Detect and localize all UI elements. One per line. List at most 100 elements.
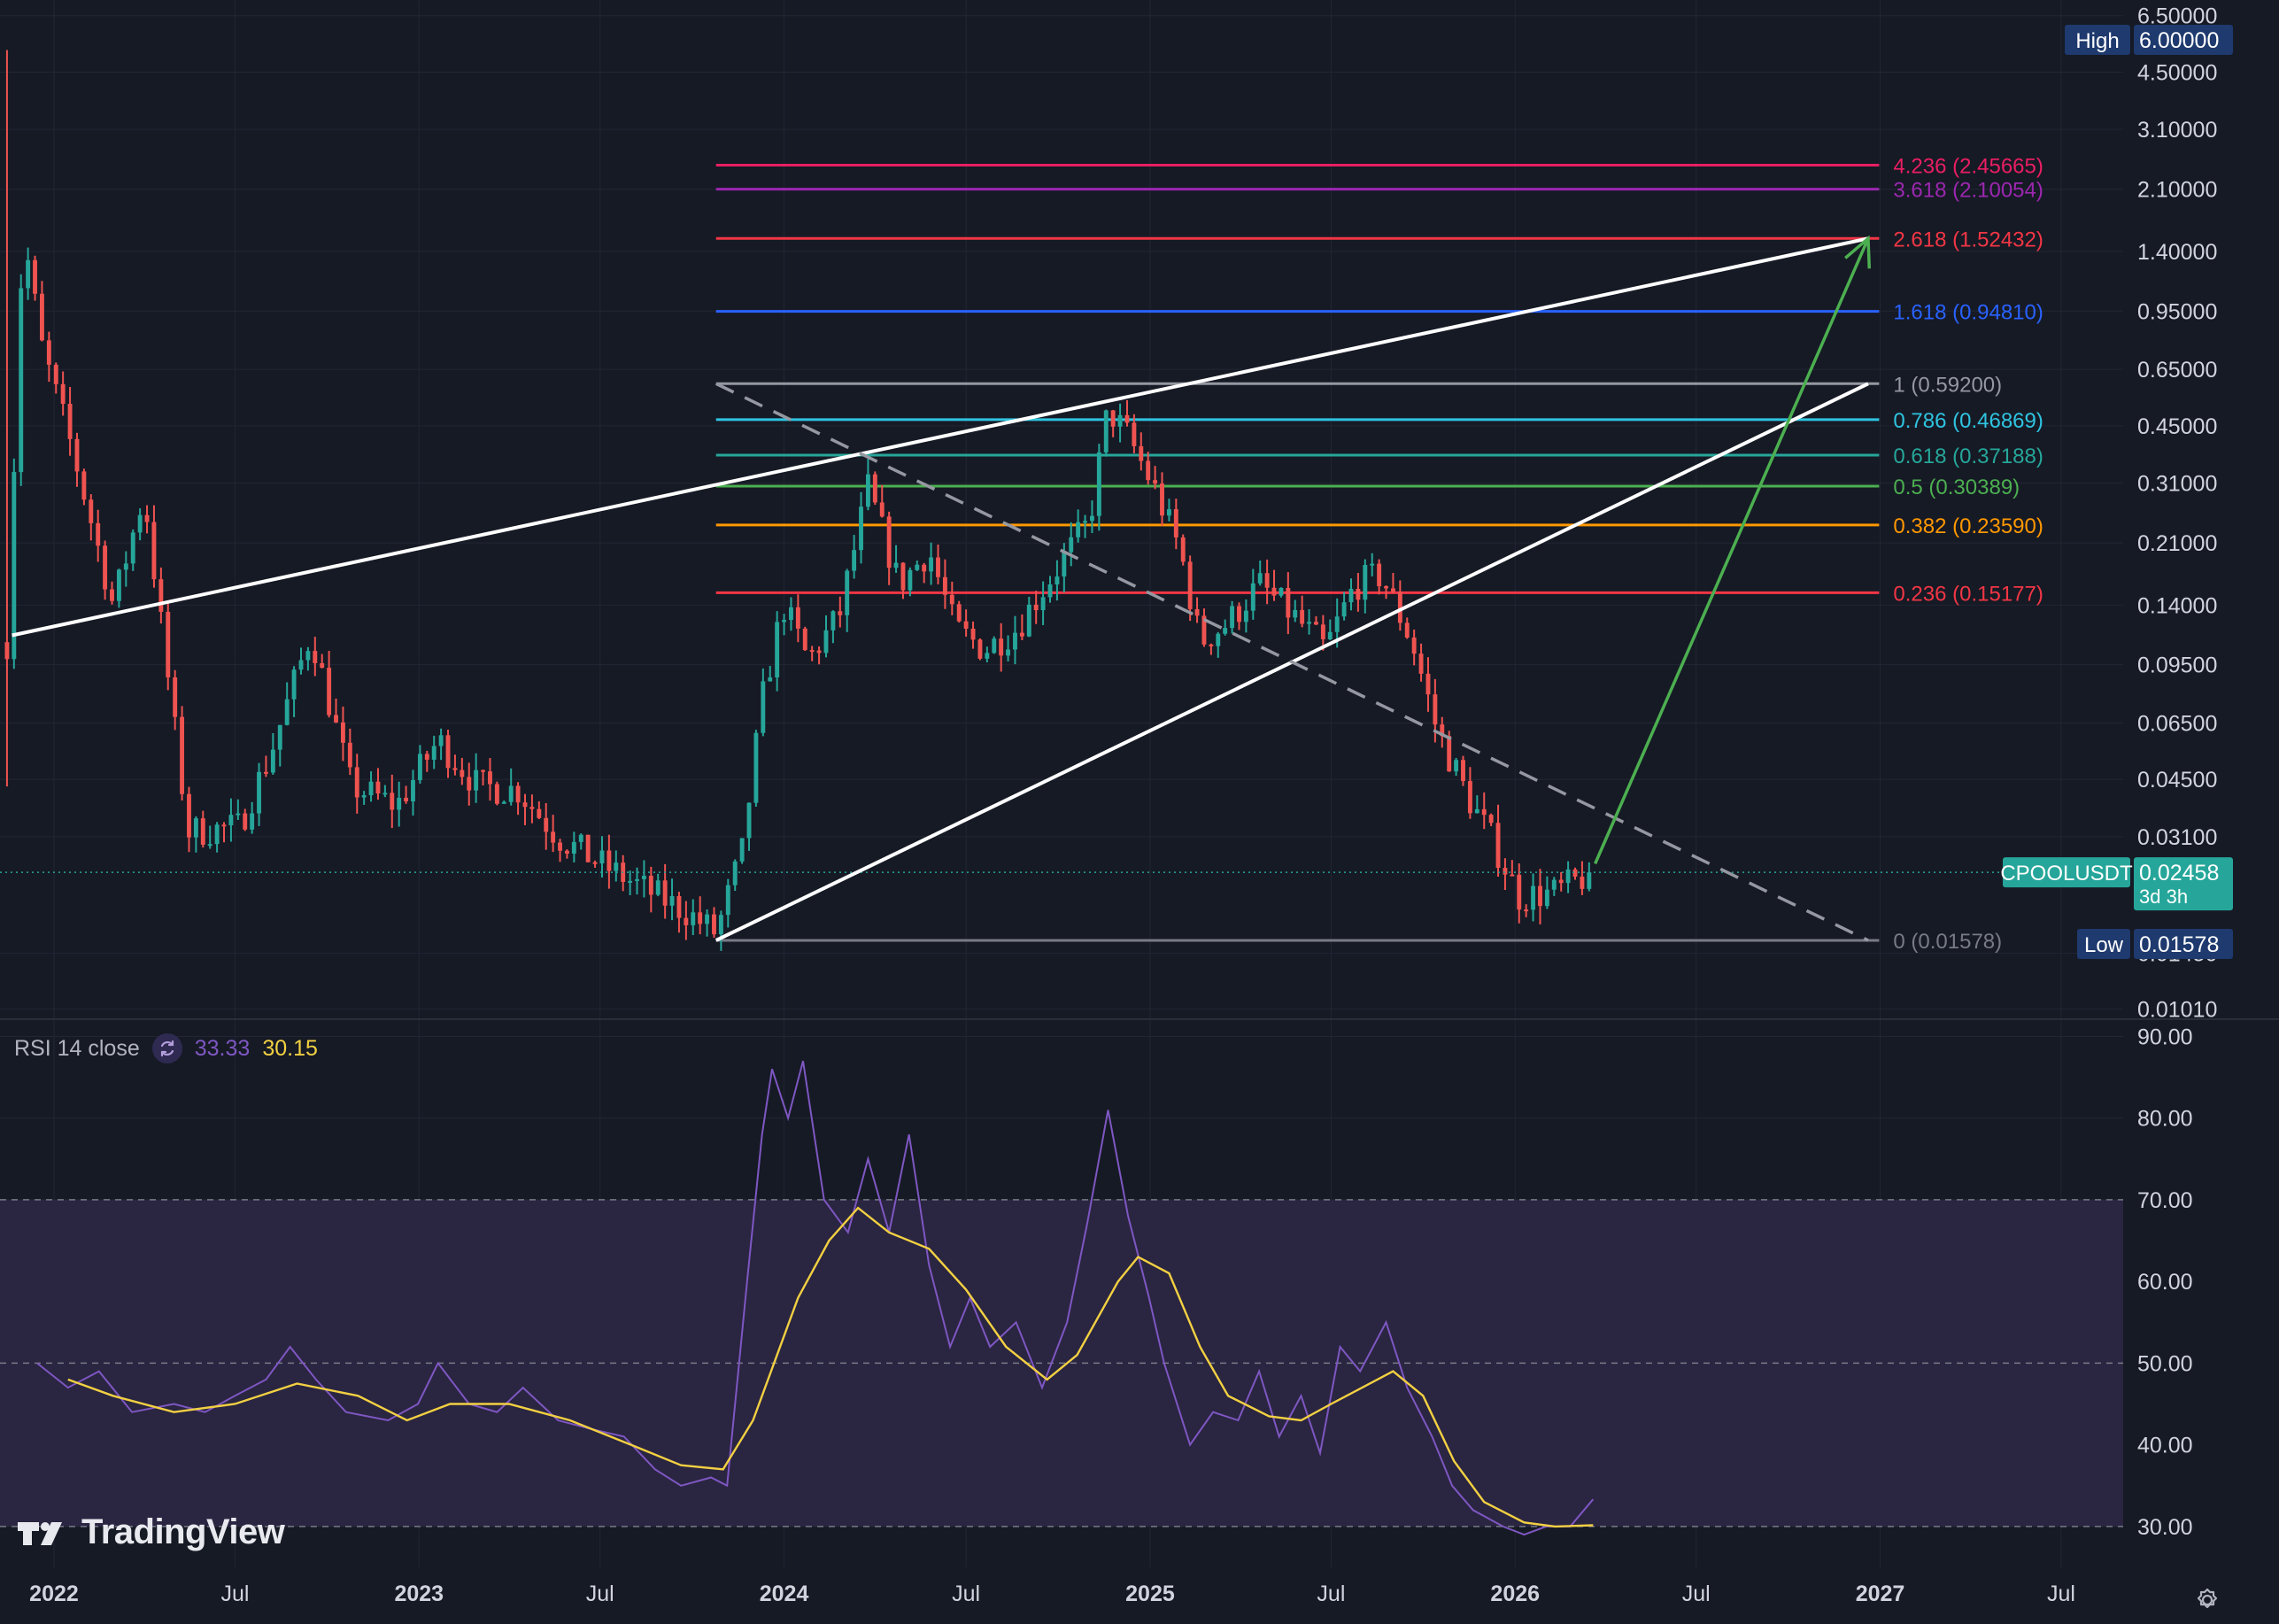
time-axis-label[interactable]: 2026 <box>1490 1581 1540 1606</box>
candle-body <box>1551 879 1557 890</box>
candle-body <box>390 793 395 810</box>
price-axis-tick[interactable]: 0.04500 <box>2137 768 2217 793</box>
candle-body <box>411 780 415 801</box>
candle-body <box>481 769 486 772</box>
time-axis-label[interactable]: 2024 <box>760 1581 809 1606</box>
candle-body <box>564 850 569 854</box>
upper-trend-line[interactable] <box>12 236 1869 638</box>
candle-body <box>676 896 682 918</box>
price-axis-tick[interactable]: 2.10000 <box>2137 178 2217 203</box>
price-axis-tick[interactable]: 0.21000 <box>2137 531 2217 556</box>
candle-body <box>180 716 185 794</box>
candle-body <box>816 650 822 653</box>
candle-body <box>1139 445 1144 461</box>
time-axis-label[interactable]: 2022 <box>29 1581 79 1606</box>
target-arrow-line[interactable] <box>1594 237 1870 865</box>
price-axis-tick[interactable]: 0.03100 <box>2137 825 2217 850</box>
price-axis-tick[interactable]: 0.14000 <box>2137 593 2217 618</box>
candle-body <box>578 834 583 842</box>
candle-body <box>270 749 275 773</box>
candle-body <box>340 722 345 743</box>
price-badge: Low 0.01578 <box>2077 928 2233 959</box>
price-axis-tick[interactable]: 0.09500 <box>2137 653 2217 678</box>
candle-body <box>558 842 562 851</box>
candle-body <box>110 589 114 601</box>
candle-body <box>1495 823 1501 869</box>
candle-body <box>1454 760 1459 772</box>
refresh-icon[interactable] <box>151 1033 182 1063</box>
time-axis-label[interactable]: 2025 <box>1125 1581 1175 1606</box>
candle-body <box>236 813 241 816</box>
candle-body <box>1076 522 1081 537</box>
candle-body <box>1279 587 1284 596</box>
candle-body <box>214 824 220 845</box>
candle-body <box>1160 483 1164 516</box>
rsi-title[interactable]: RSI 14 close <box>14 1035 140 1061</box>
rsi-axis-tick[interactable]: 30.00 <box>2137 1515 2193 1540</box>
time-axis-label[interactable]: Jul <box>2047 1581 2075 1606</box>
fibonacci-extension[interactable]: 4.236 (2.45665)3.618 (2.10054) 2.618 (1.5… <box>715 154 2043 954</box>
candle-body <box>1230 606 1235 629</box>
time-axis-label[interactable]: Jul <box>952 1581 980 1606</box>
candle-body <box>74 438 80 472</box>
candle-body <box>1348 589 1354 603</box>
price-axis[interactable]: 6.500004.500003.100002.100001.400000.950… <box>2137 4 2217 1540</box>
candle-body <box>1132 422 1137 446</box>
candle-body <box>606 850 612 871</box>
candle-body <box>1307 622 1312 624</box>
price-axis-tick[interactable]: 3.10000 <box>2137 118 2217 143</box>
time-axis-label[interactable]: 2027 <box>1856 1581 1905 1606</box>
price-badge-value-bg <box>2134 928 2233 959</box>
candle-body <box>1223 628 1228 634</box>
candle-body <box>144 514 150 522</box>
price-axis-tick[interactable]: 0.31000 <box>2137 472 2217 497</box>
price-axis-tick[interactable]: 0.65000 <box>2137 358 2217 383</box>
price-badge-label-bg <box>2003 857 2130 888</box>
gear-icon[interactable] <box>2192 1585 2222 1615</box>
candle-body <box>1425 673 1431 695</box>
candle-body <box>123 563 128 570</box>
price-axis-tick[interactable]: 4.50000 <box>2137 61 2217 86</box>
candle-body <box>277 724 282 750</box>
tradingview-logo[interactable]: TradingView <box>16 1512 285 1552</box>
candle-body <box>585 834 591 862</box>
candle-body <box>662 880 668 906</box>
candle-body <box>592 862 598 864</box>
drawings[interactable] <box>0 235 2123 942</box>
candle-body <box>313 651 318 663</box>
candle-body <box>859 507 863 551</box>
candle-body <box>187 793 191 838</box>
price-axis-tick[interactable]: 1.40000 <box>2137 240 2217 265</box>
candle-body <box>137 514 143 533</box>
time-axis-label[interactable]: Jul <box>1317 1581 1345 1606</box>
time-axis-label[interactable]: Jul <box>220 1581 249 1606</box>
candle-body <box>173 677 178 717</box>
time-axis[interactable]: 2022 Jul 2023 Jul 2024 Jul 2025 Jul 2026 Jul 2027 J… <box>29 1581 2075 1606</box>
rsi-axis-tick[interactable]: 60.00 <box>2137 1270 2193 1295</box>
rsi-axis-tick[interactable]: 90.00 <box>2137 1025 2193 1049</box>
time-axis-label[interactable]: Jul <box>1682 1581 1711 1606</box>
candle-body <box>655 880 661 895</box>
candle-body <box>985 653 990 659</box>
price-axis-tick[interactable]: 0.45000 <box>2137 414 2217 439</box>
price-axis-tick[interactable]: 0.95000 <box>2137 299 2217 324</box>
rsi-axis-tick[interactable]: 50.00 <box>2137 1351 2193 1376</box>
candle-body <box>26 259 31 289</box>
dashed-downtrend-line[interactable] <box>715 382 1869 942</box>
time-axis-label[interactable]: Jul <box>586 1581 614 1606</box>
candle-body <box>1474 808 1479 814</box>
rsi-axis-tick[interactable]: 80.00 <box>2137 1107 2193 1132</box>
target-arrow-head[interactable] <box>1844 235 1872 269</box>
candle-body <box>397 797 402 810</box>
candle-body <box>830 611 836 630</box>
price-axis-tick[interactable]: 0.01010 <box>2137 997 2217 1022</box>
candle-body <box>1377 563 1382 587</box>
candle-body <box>488 771 492 785</box>
rsi-axis-tick[interactable]: 70.00 <box>2137 1188 2193 1213</box>
price-axis-tick[interactable]: 0.06500 <box>2137 711 2217 736</box>
rsi-axis-tick[interactable]: 40.00 <box>2137 1434 2193 1458</box>
rsi-legend[interactable]: RSI 14 close 33.33 30.15 <box>14 1031 318 1066</box>
time-axis-label[interactable]: 2023 <box>394 1581 444 1606</box>
